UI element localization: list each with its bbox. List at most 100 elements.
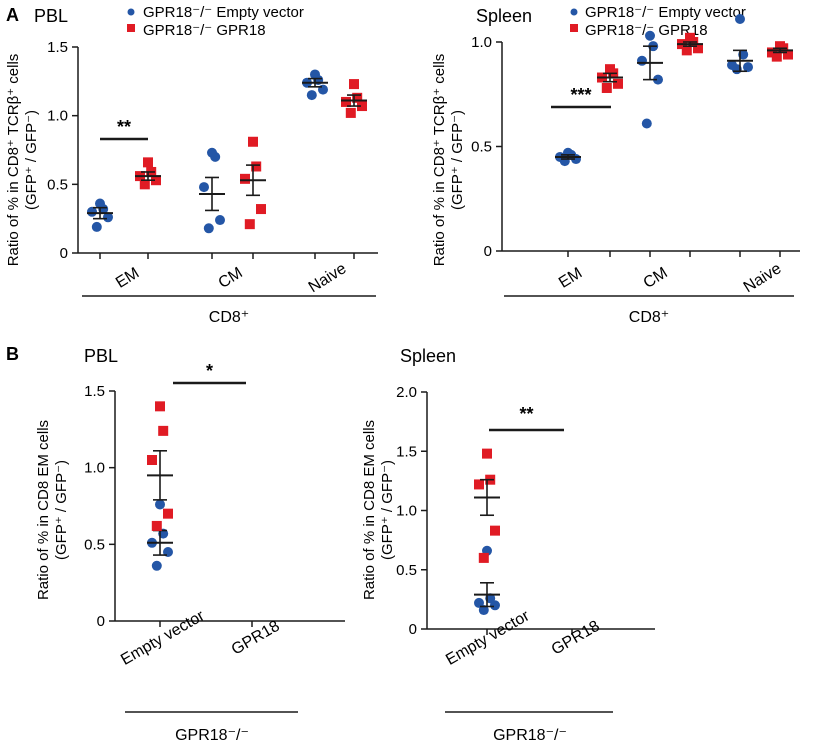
y-tick-label: 0.5: [471, 139, 492, 156]
data-point-gpr18: [147, 455, 157, 465]
legend-empty-label: GPR18⁻/⁻ Empty vector: [585, 4, 746, 21]
data-point-gpr18: [775, 41, 785, 52]
data-point-empty-vector: [637, 55, 647, 66]
legend-gpr18-marker: [570, 24, 578, 32]
y-tick-label: 1.0: [396, 503, 417, 520]
x-category-label: CM: [641, 264, 671, 292]
y-axis-label: Ratio of % in CD8 EM cells: [361, 420, 378, 600]
y-tick-label: 0: [484, 243, 492, 260]
data-point-gpr18: [357, 101, 367, 112]
chart-title: PBL: [84, 346, 118, 366]
data-point-gpr18: [244, 219, 255, 230]
data-point-gpr18: [693, 43, 703, 54]
data-point-empty-vector: [653, 74, 663, 85]
x-category-label: Naive: [741, 260, 785, 296]
y-tick-label: 0: [60, 245, 68, 262]
x-category-label: Naive: [306, 260, 350, 296]
y-axis-label-unit: (GFP⁺ / GFP⁻): [53, 460, 70, 560]
data-point-empty-vector: [155, 499, 165, 510]
data-point-empty-vector: [727, 59, 737, 70]
y-tick-label: 0: [409, 621, 417, 638]
data-point-gpr18: [143, 157, 153, 168]
data-point-gpr18: [240, 173, 250, 184]
data-point-empty-vector: [310, 69, 320, 80]
legend-gpr18-label: GPR18⁻/⁻ GPR18: [143, 22, 266, 39]
group-label: GPR18⁻/⁻: [175, 727, 249, 744]
x-category-label: GPR18: [229, 618, 283, 659]
data-point-gpr18: [490, 525, 500, 536]
y-tick-label: 2.0: [396, 384, 417, 401]
y-axis-label-unit: (GFP⁺ / GFP⁻): [379, 460, 396, 560]
data-point-gpr18: [601, 82, 612, 93]
data-point-gpr18: [248, 136, 258, 147]
y-tick-label: 1.5: [84, 383, 105, 400]
y-tick-label: 0.5: [47, 176, 68, 193]
significance-label: *: [206, 361, 213, 381]
data-point-gpr18: [482, 448, 492, 459]
data-point-gpr18: [163, 508, 173, 519]
y-tick-label: 0.5: [84, 536, 105, 553]
group-label: CD8⁺: [629, 309, 669, 326]
data-point-empty-vector: [735, 14, 745, 25]
data-point-empty-vector: [199, 182, 209, 193]
data-point-gpr18: [158, 425, 169, 436]
legend-empty-marker: [127, 8, 135, 16]
x-category-label: Empty vector: [443, 607, 533, 669]
data-point-gpr18: [605, 64, 615, 75]
group-label: GPR18⁻/⁻: [493, 727, 567, 744]
legend-a-pbl: GPR18⁻/⁻ Empty vector GPR18⁻/⁻ GPR18: [127, 4, 304, 39]
data-point-gpr18: [349, 79, 359, 90]
data-point-empty-vector: [490, 600, 500, 611]
data-point-gpr18: [478, 552, 489, 563]
y-axis-label-unit: (GFP⁺ / GFP⁻): [23, 110, 40, 210]
chart-title: PBL: [34, 6, 68, 26]
data-point-gpr18: [251, 161, 262, 172]
x-category-label: EM: [556, 265, 585, 292]
data-point-gpr18: [151, 175, 161, 186]
data-point-empty-vector: [474, 597, 484, 608]
chart-b-pbl: PBL 0 0.5 1.0 1.5 Ratio of % in CD8 EM cells(…: [35, 346, 345, 744]
y-axis-label: Ratio of % in CD8 EM cells: [35, 420, 52, 600]
chart-a-spleen: Spleen 0 0.5 1.0 Ratio of % in CD8⁺ TCRβ⁺ ce…: [431, 6, 800, 326]
data-point-empty-vector: [743, 62, 753, 73]
x-category-label: Empty vector: [118, 607, 208, 669]
group-label: CD8⁺: [209, 309, 249, 326]
y-tick-label: 1.0: [471, 34, 492, 51]
y-tick-label: 1.5: [47, 39, 68, 56]
data-point-gpr18: [139, 179, 150, 190]
panel-label-b: B: [6, 344, 19, 364]
data-point-gpr18: [155, 401, 165, 412]
y-tick-label: 1.0: [47, 108, 68, 125]
legend-a-spleen: GPR18⁻/⁻ Empty vector GPR18⁻/⁻ GPR18: [570, 4, 746, 39]
x-category-label: CM: [216, 264, 246, 292]
data-point-gpr18: [352, 92, 363, 103]
data-point-gpr18: [767, 47, 777, 58]
data-point-empty-vector: [215, 215, 225, 226]
data-point-empty-vector: [103, 212, 113, 223]
legend-empty-label: GPR18⁻/⁻ Empty vector: [143, 4, 304, 21]
data-point-gpr18: [345, 107, 356, 118]
panel-label-a: A: [6, 5, 19, 25]
legend-gpr18-label: GPR18⁻/⁻ GPR18: [585, 22, 708, 39]
data-point-gpr18: [256, 204, 266, 215]
y-axis-label-unit: (GFP⁺ / GFP⁻): [449, 110, 466, 210]
y-tick-label: 0: [97, 613, 105, 630]
significance-label: ***: [570, 85, 591, 105]
data-point-empty-vector: [91, 221, 102, 232]
chart-b-spleen: Spleen 0 0.5 1.0 1.5 2.0 Ratio of % in CD8 EM …: [361, 346, 655, 744]
significance-label: **: [117, 117, 131, 137]
data-point-gpr18: [685, 32, 695, 43]
y-axis-label: Ratio of % in CD8⁺ TCRβ⁺ cells: [5, 54, 22, 267]
data-point-gpr18: [613, 78, 623, 89]
y-tick-label: 1.0: [84, 460, 105, 477]
legend-gpr18-marker: [127, 24, 135, 32]
x-category-label: GPR18: [549, 618, 603, 659]
data-point-empty-vector: [95, 198, 105, 209]
data-point-gpr18: [341, 96, 351, 107]
y-tick-label: 1.5: [396, 443, 417, 460]
data-point-empty-vector: [203, 223, 214, 234]
data-point-gpr18: [151, 520, 162, 531]
legend-empty-marker: [570, 8, 578, 16]
data-point-gpr18: [681, 45, 692, 56]
